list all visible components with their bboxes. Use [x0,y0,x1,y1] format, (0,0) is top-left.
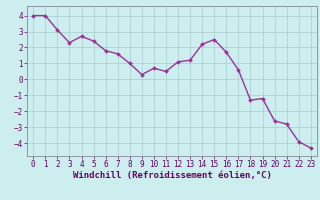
X-axis label: Windchill (Refroidissement éolien,°C): Windchill (Refroidissement éolien,°C) [73,171,271,180]
